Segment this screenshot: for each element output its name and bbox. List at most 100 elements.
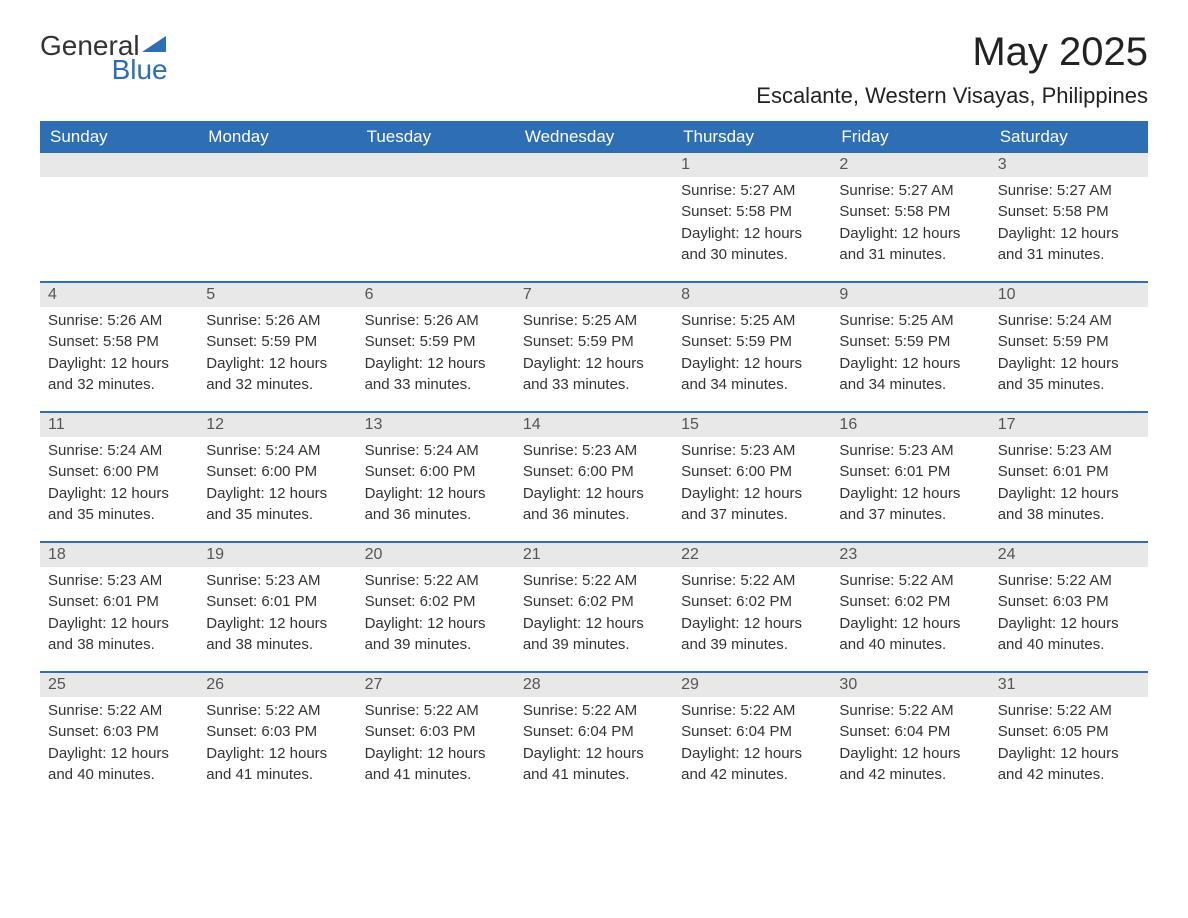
day-number-row: 2 (831, 153, 989, 177)
day-number-row: 26 (198, 673, 356, 697)
day-sunset: Sunset: 6:02 PM (523, 592, 665, 612)
day-daylight1: Daylight: 12 hours (523, 354, 665, 374)
day-daylight1: Daylight: 12 hours (523, 484, 665, 504)
day-sunrise: Sunrise: 5:26 AM (206, 311, 348, 331)
location: Escalante, Western Visayas, Philippines (756, 83, 1148, 109)
day-daylight2: and 38 minutes. (206, 635, 348, 655)
day-number-row (515, 153, 673, 177)
day-sunrise: Sunrise: 5:24 AM (998, 311, 1140, 331)
day-number-row: 4 (40, 283, 198, 307)
day-number-row: 11 (40, 413, 198, 437)
day-header: Sunday (40, 121, 198, 153)
calendar-day-cell: 19Sunrise: 5:23 AMSunset: 6:01 PMDayligh… (198, 543, 356, 671)
day-content: Sunrise: 5:22 AMSunset: 6:03 PMDaylight:… (40, 697, 198, 794)
calendar-day-cell: 3Sunrise: 5:27 AMSunset: 5:58 PMDaylight… (990, 153, 1148, 281)
day-daylight1: Daylight: 12 hours (206, 484, 348, 504)
day-content: Sunrise: 5:23 AMSunset: 6:01 PMDaylight:… (990, 437, 1148, 534)
day-sunset: Sunset: 5:59 PM (998, 332, 1140, 352)
calendar-day-cell: 25Sunrise: 5:22 AMSunset: 6:03 PMDayligh… (40, 673, 198, 801)
day-daylight2: and 33 minutes. (365, 375, 507, 395)
day-content: Sunrise: 5:26 AMSunset: 5:59 PMDaylight:… (357, 307, 515, 404)
day-number-row: 12 (198, 413, 356, 437)
day-daylight1: Daylight: 12 hours (998, 484, 1140, 504)
day-sunrise: Sunrise: 5:26 AM (48, 311, 190, 331)
day-daylight1: Daylight: 12 hours (998, 614, 1140, 634)
day-sunrise: Sunrise: 5:25 AM (523, 311, 665, 331)
day-daylight2: and 38 minutes. (48, 635, 190, 655)
day-sunset: Sunset: 6:01 PM (998, 462, 1140, 482)
day-number: 20 (365, 546, 383, 563)
day-sunset: Sunset: 6:00 PM (48, 462, 190, 482)
day-daylight1: Daylight: 12 hours (365, 614, 507, 634)
day-daylight1: Daylight: 12 hours (365, 354, 507, 374)
day-daylight2: and 40 minutes. (998, 635, 1140, 655)
day-number-row (40, 153, 198, 177)
day-header: Tuesday (357, 121, 515, 153)
day-sunrise: Sunrise: 5:24 AM (206, 441, 348, 461)
day-daylight2: and 42 minutes. (839, 765, 981, 785)
calendar-day-cell: 27Sunrise: 5:22 AMSunset: 6:03 PMDayligh… (357, 673, 515, 801)
day-content: Sunrise: 5:27 AMSunset: 5:58 PMDaylight:… (673, 177, 831, 274)
day-content: Sunrise: 5:24 AMSunset: 6:00 PMDaylight:… (357, 437, 515, 534)
calendar-week: 4Sunrise: 5:26 AMSunset: 5:58 PMDaylight… (40, 281, 1148, 411)
day-content: Sunrise: 5:24 AMSunset: 6:00 PMDaylight:… (40, 437, 198, 534)
title-block: May 2025 Escalante, Western Visayas, Phi… (756, 30, 1148, 109)
day-content: Sunrise: 5:22 AMSunset: 6:02 PMDaylight:… (515, 567, 673, 664)
calendar-day-cell: 24Sunrise: 5:22 AMSunset: 6:03 PMDayligh… (990, 543, 1148, 671)
day-sunset: Sunset: 6:01 PM (48, 592, 190, 612)
day-sunrise: Sunrise: 5:23 AM (206, 571, 348, 591)
day-content: Sunrise: 5:22 AMSunset: 6:05 PMDaylight:… (990, 697, 1148, 794)
day-number: 14 (523, 416, 541, 433)
day-sunset: Sunset: 5:59 PM (365, 332, 507, 352)
day-daylight1: Daylight: 12 hours (48, 484, 190, 504)
day-daylight2: and 31 minutes. (839, 245, 981, 265)
day-number-row: 1 (673, 153, 831, 177)
header: General Blue May 2025 Escalante, Western… (40, 30, 1148, 109)
day-number: 16 (839, 416, 857, 433)
calendar-day-cell: 26Sunrise: 5:22 AMSunset: 6:03 PMDayligh… (198, 673, 356, 801)
calendar-day-cell: 8Sunrise: 5:25 AMSunset: 5:59 PMDaylight… (673, 283, 831, 411)
logo-text-blue: Blue (112, 54, 168, 85)
day-daylight2: and 33 minutes. (523, 375, 665, 395)
day-number: 30 (839, 676, 857, 693)
day-sunrise: Sunrise: 5:22 AM (523, 701, 665, 721)
day-daylight2: and 38 minutes. (998, 505, 1140, 525)
day-content: Sunrise: 5:22 AMSunset: 6:03 PMDaylight:… (198, 697, 356, 794)
day-number: 5 (206, 286, 215, 303)
day-content: Sunrise: 5:23 AMSunset: 6:01 PMDaylight:… (831, 437, 989, 534)
day-content: Sunrise: 5:25 AMSunset: 5:59 PMDaylight:… (673, 307, 831, 404)
calendar-day-cell: 6Sunrise: 5:26 AMSunset: 5:59 PMDaylight… (357, 283, 515, 411)
day-number: 13 (365, 416, 383, 433)
calendar-week: 18Sunrise: 5:23 AMSunset: 6:01 PMDayligh… (40, 541, 1148, 671)
calendar-day-cell: 10Sunrise: 5:24 AMSunset: 5:59 PMDayligh… (990, 283, 1148, 411)
day-daylight1: Daylight: 12 hours (365, 484, 507, 504)
day-sunset: Sunset: 6:04 PM (681, 722, 823, 742)
day-number-row: 17 (990, 413, 1148, 437)
day-sunrise: Sunrise: 5:22 AM (365, 701, 507, 721)
calendar-day-cell: 11Sunrise: 5:24 AMSunset: 6:00 PMDayligh… (40, 413, 198, 541)
day-daylight2: and 39 minutes. (365, 635, 507, 655)
day-daylight1: Daylight: 12 hours (839, 614, 981, 634)
logo: General Blue (40, 30, 168, 86)
day-daylight1: Daylight: 12 hours (681, 744, 823, 764)
day-sunset: Sunset: 6:00 PM (365, 462, 507, 482)
day-header: Wednesday (515, 121, 673, 153)
day-number-row: 3 (990, 153, 1148, 177)
day-daylight2: and 40 minutes. (48, 765, 190, 785)
day-number-row: 31 (990, 673, 1148, 697)
calendar-day-cell: 14Sunrise: 5:23 AMSunset: 6:00 PMDayligh… (515, 413, 673, 541)
day-content: Sunrise: 5:26 AMSunset: 5:58 PMDaylight:… (40, 307, 198, 404)
day-daylight1: Daylight: 12 hours (206, 744, 348, 764)
calendar-day-cell: 30Sunrise: 5:22 AMSunset: 6:04 PMDayligh… (831, 673, 989, 801)
day-number: 24 (998, 546, 1016, 563)
day-sunset: Sunset: 6:05 PM (998, 722, 1140, 742)
day-daylight2: and 32 minutes. (206, 375, 348, 395)
day-daylight1: Daylight: 12 hours (839, 354, 981, 374)
day-number: 19 (206, 546, 224, 563)
day-sunrise: Sunrise: 5:23 AM (523, 441, 665, 461)
day-headers-row: SundayMondayTuesdayWednesdayThursdayFrid… (40, 121, 1148, 153)
day-sunset: Sunset: 6:00 PM (206, 462, 348, 482)
day-content: Sunrise: 5:22 AMSunset: 6:02 PMDaylight:… (673, 567, 831, 664)
day-number-row: 23 (831, 543, 989, 567)
day-daylight2: and 36 minutes. (523, 505, 665, 525)
